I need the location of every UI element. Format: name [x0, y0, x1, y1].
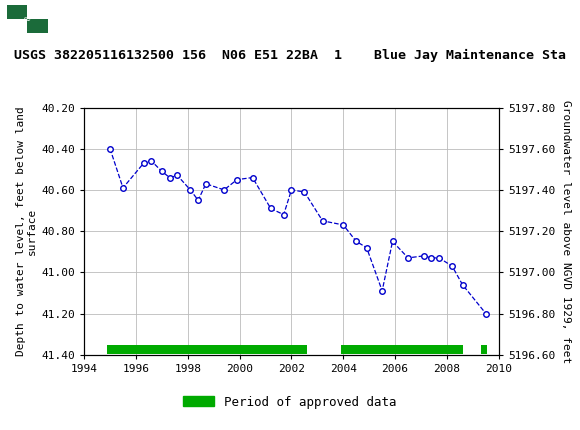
Bar [7, 5, 48, 33]
Bar [481, 345, 487, 354]
Bar [7, 19, 27, 33]
Text: ≈: ≈ [23, 14, 31, 24]
Text: USGS 382205116132500 156  N06 E51 22BA  1    Blue Jay Maintenance Sta: USGS 382205116132500 156 N06 E51 22BA 1 … [14, 49, 566, 62]
Legend: Period of approved data: Period of approved data [178, 390, 402, 414]
Bar [107, 345, 307, 354]
Y-axis label: Depth to water level, feet below land
surface: Depth to water level, feet below land su… [16, 106, 37, 356]
Bar [27, 5, 48, 19]
Bar [7, 5, 27, 19]
Bar [340, 345, 462, 354]
Text: USGS: USGS [55, 10, 110, 28]
Bar [27, 19, 48, 33]
Y-axis label: Groundwater level above NGVD 1929, feet: Groundwater level above NGVD 1929, feet [561, 99, 571, 363]
